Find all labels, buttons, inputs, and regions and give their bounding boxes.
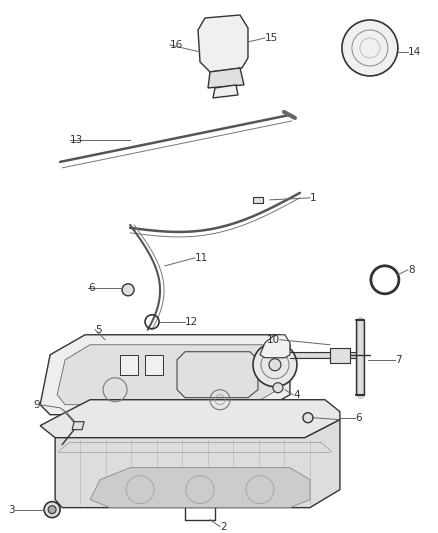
Polygon shape (145, 355, 163, 375)
Polygon shape (40, 400, 340, 438)
Polygon shape (177, 352, 258, 398)
Circle shape (269, 359, 281, 371)
Text: 8: 8 (408, 265, 414, 275)
Text: 1: 1 (310, 193, 317, 203)
Polygon shape (208, 68, 244, 88)
Circle shape (48, 506, 56, 514)
Circle shape (253, 343, 297, 387)
Polygon shape (198, 15, 248, 72)
Polygon shape (55, 419, 340, 507)
Text: 12: 12 (185, 317, 198, 327)
Polygon shape (72, 422, 84, 430)
Circle shape (342, 20, 398, 76)
Polygon shape (120, 355, 138, 375)
Polygon shape (57, 345, 278, 405)
Polygon shape (260, 335, 290, 358)
Polygon shape (213, 85, 238, 98)
Text: 10: 10 (267, 335, 280, 345)
Text: 16: 16 (170, 40, 183, 50)
Circle shape (122, 284, 134, 296)
Polygon shape (330, 348, 350, 363)
Text: 11: 11 (195, 253, 208, 263)
Text: 6: 6 (88, 283, 95, 293)
Circle shape (44, 502, 60, 518)
Text: 3: 3 (8, 505, 15, 515)
Text: 13: 13 (70, 135, 83, 145)
Circle shape (273, 383, 283, 393)
Text: 7: 7 (395, 355, 402, 365)
Circle shape (303, 413, 313, 423)
Polygon shape (253, 197, 263, 203)
Text: 5: 5 (95, 325, 102, 335)
Text: 6: 6 (355, 413, 361, 423)
Text: 4: 4 (293, 390, 300, 400)
Text: 2: 2 (220, 522, 226, 531)
Polygon shape (90, 467, 310, 507)
Text: 9: 9 (33, 400, 40, 410)
Text: 15: 15 (265, 33, 278, 43)
Polygon shape (40, 335, 290, 415)
Text: 14: 14 (408, 47, 421, 57)
